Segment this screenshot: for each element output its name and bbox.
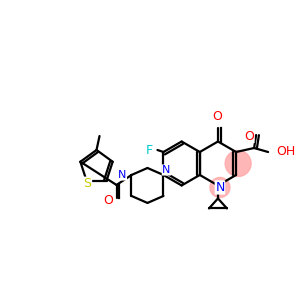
Text: F: F — [146, 143, 153, 157]
Text: O: O — [103, 194, 113, 207]
Circle shape — [225, 151, 251, 176]
Text: O: O — [244, 130, 254, 142]
Text: S: S — [83, 177, 92, 190]
Circle shape — [210, 178, 230, 197]
Text: O: O — [212, 110, 222, 122]
Text: N: N — [162, 165, 171, 175]
Text: N: N — [118, 170, 127, 180]
Text: N: N — [215, 181, 225, 194]
Text: OH: OH — [276, 146, 295, 158]
